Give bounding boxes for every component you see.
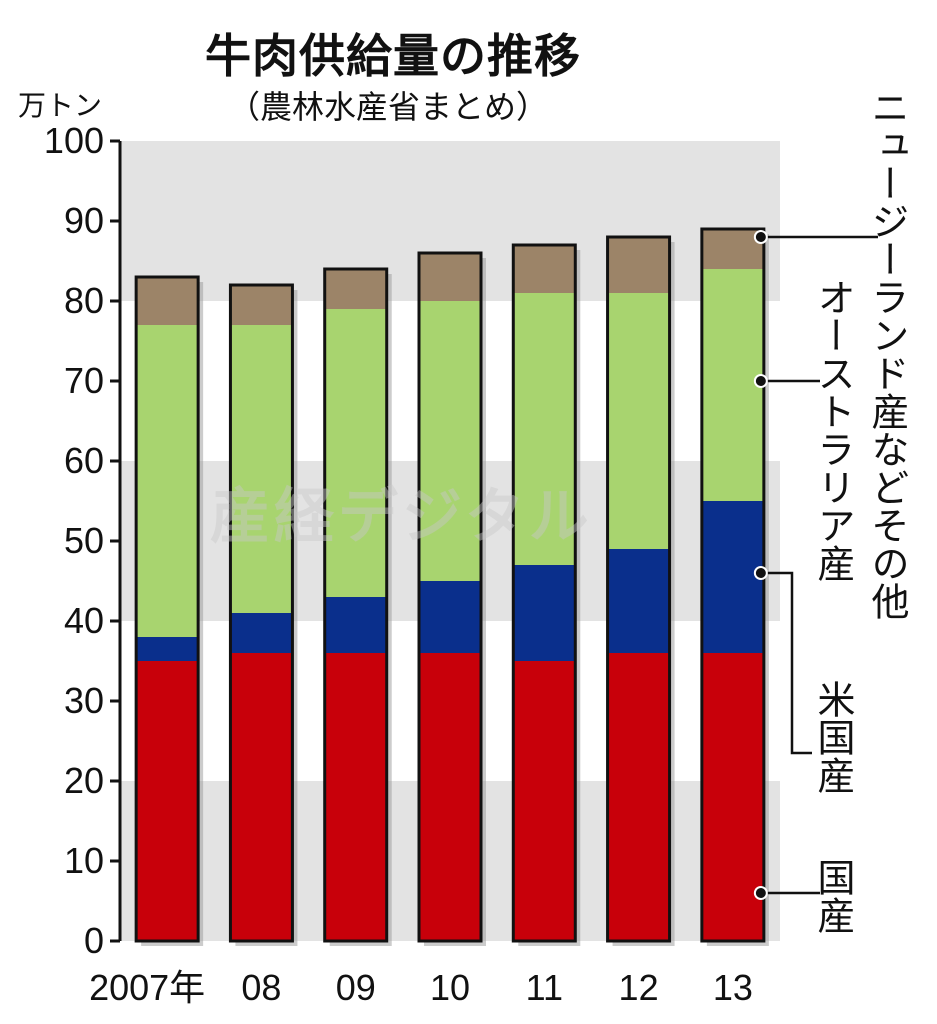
bar-outline bbox=[228, 283, 294, 943]
bar-outline bbox=[511, 243, 577, 943]
bar-segment-3-13 bbox=[701, 229, 764, 269]
bar-segment-0-09 bbox=[324, 653, 387, 941]
bar-segment-2-12 bbox=[607, 293, 670, 549]
x-tick-label: 12 bbox=[619, 967, 659, 1008]
x-tick-label: 13 bbox=[713, 967, 753, 1008]
bar-outline bbox=[323, 267, 389, 943]
y-tick-label: 60 bbox=[64, 440, 104, 481]
legend-label-nz-other: ニュージーランド産などその他 bbox=[865, 88, 909, 620]
leader-line-1 bbox=[760, 571, 812, 755]
bar-segment-0-10 bbox=[419, 653, 481, 941]
legend-label-australia: オーストラリア産 bbox=[811, 278, 855, 582]
y-tick-label: 70 bbox=[64, 360, 104, 401]
bar-segment-3-09 bbox=[324, 269, 387, 309]
y-tick-label: 30 bbox=[64, 680, 104, 721]
y-tick-label: 0 bbox=[84, 920, 104, 961]
bar-segment-3-11 bbox=[513, 245, 576, 293]
bar-segment-1-08 bbox=[230, 613, 293, 653]
bar-segment-3-12 bbox=[607, 237, 670, 293]
bar-segment-2-2007年 bbox=[136, 325, 199, 637]
bar-segment-2-10 bbox=[419, 301, 481, 581]
y-tick-label: 80 bbox=[64, 280, 104, 321]
x-tick-label: 09 bbox=[336, 967, 376, 1008]
bar-segment-3-10 bbox=[419, 253, 481, 301]
y-tick-label: 90 bbox=[64, 200, 104, 241]
leader-dot-1 bbox=[753, 566, 768, 580]
bar-segment-0-11 bbox=[513, 661, 576, 941]
bar-segment-3-2007年 bbox=[136, 277, 199, 325]
bar-segment-0-08 bbox=[230, 653, 293, 941]
y-tick-label: 50 bbox=[64, 520, 104, 561]
y-tick-label: 100 bbox=[44, 120, 104, 161]
x-tick-label: 10 bbox=[430, 967, 470, 1008]
bar-segment-1-11 bbox=[513, 565, 576, 661]
bar-segment-1-10 bbox=[419, 581, 481, 653]
bar-segment-1-12 bbox=[607, 549, 670, 653]
bar-outline bbox=[134, 275, 200, 943]
bar-segment-2-09 bbox=[324, 309, 387, 597]
bar-segment-0-13 bbox=[701, 653, 764, 941]
chart-subtitle: （農林水産省まとめ） bbox=[228, 88, 549, 126]
watermark: 産経デジタル bbox=[210, 482, 593, 552]
bar-segment-2-11 bbox=[513, 293, 576, 565]
x-tick-label: 08 bbox=[241, 967, 281, 1008]
bar-segment-1-09 bbox=[324, 597, 387, 653]
legend-label-domestic: 国産 bbox=[811, 858, 855, 934]
bar-segment-1-2007年 bbox=[136, 637, 199, 661]
bar-segment-0-2007年 bbox=[136, 661, 199, 941]
y-tick-label: 40 bbox=[64, 600, 104, 641]
x-tick-label: 2007年 bbox=[89, 967, 205, 1008]
bar-segment-2-08 bbox=[230, 325, 293, 613]
y-tick-label: 10 bbox=[64, 840, 104, 881]
y-tick-label: 20 bbox=[64, 760, 104, 801]
leader-dot-2 bbox=[753, 374, 768, 388]
bar-outline bbox=[700, 227, 766, 943]
x-tick-label: 11 bbox=[526, 967, 563, 1008]
bar-segment-1-13 bbox=[701, 501, 764, 653]
legend-label-us: 米国産 bbox=[811, 680, 855, 794]
bar-segment-3-08 bbox=[230, 285, 293, 325]
bar-outline bbox=[417, 251, 483, 943]
bar-outline bbox=[606, 235, 672, 943]
leader-dot-0 bbox=[753, 886, 768, 900]
chart-title: 牛肉供給量の推移 bbox=[205, 29, 581, 83]
bar-segment-0-12 bbox=[607, 653, 670, 941]
y-axis-unit: 万トン bbox=[18, 89, 103, 122]
bar-segment-2-13 bbox=[701, 269, 764, 501]
leader-dot-3 bbox=[753, 230, 768, 244]
